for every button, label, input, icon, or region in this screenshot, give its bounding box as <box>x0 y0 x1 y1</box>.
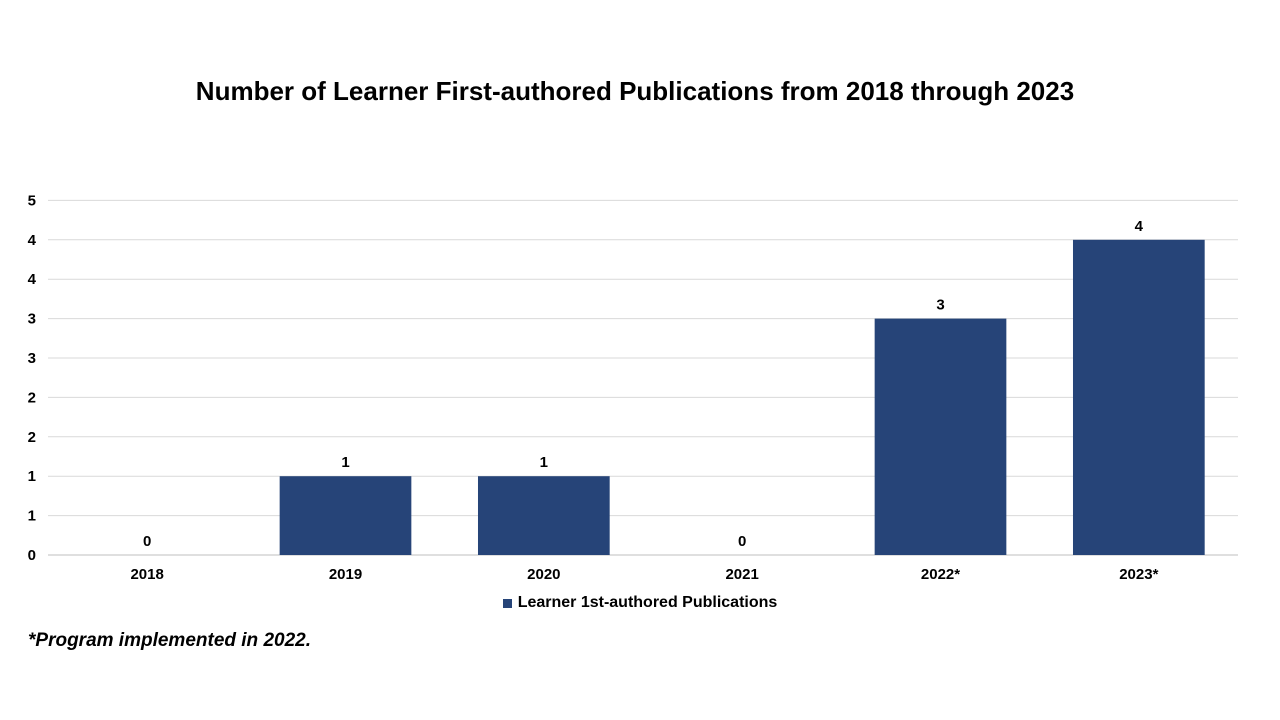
bar <box>874 318 1007 555</box>
legend-swatch <box>502 598 512 608</box>
y-tick-label: 4 <box>28 271 37 288</box>
data-label: 0 <box>738 533 746 550</box>
gridlines <box>48 199 1238 556</box>
y-tick-label: 2 <box>28 389 36 406</box>
footnote: *Program implemented in 2022. <box>28 630 311 651</box>
y-tick-label: 1 <box>28 508 36 525</box>
bar <box>1072 239 1205 556</box>
legend-label: Learner 1st-authored Publications <box>517 594 778 611</box>
x-tick-label: 2019 <box>329 566 362 583</box>
x-axis-ticks: 2018 2019 2020 2021 2022* 2023* <box>130 566 1158 583</box>
data-labels: 0 1 1 0 3 4 <box>143 218 1144 550</box>
y-tick-label: 3 <box>28 350 36 367</box>
x-tick-label: 2022* <box>921 566 960 583</box>
x-tick-label: 2018 <box>130 566 163 583</box>
data-label: 1 <box>540 454 548 471</box>
data-label: 3 <box>936 297 944 314</box>
x-tick-label: 2023* <box>1119 566 1158 583</box>
bars <box>279 239 1205 556</box>
y-tick-label: 0 <box>28 547 36 564</box>
data-label: 0 <box>143 533 151 550</box>
chart-title: Number of Learner First-authored Publica… <box>195 76 1075 106</box>
x-tick-label: 2021 <box>725 566 758 583</box>
y-tick-label: 4 <box>28 232 37 249</box>
y-tick-label: 2 <box>28 429 36 446</box>
y-axis-ticks: 0 1 1 2 2 3 3 4 4 5 <box>28 192 37 564</box>
bar <box>477 476 610 555</box>
x-tick-label: 2020 <box>527 566 560 583</box>
data-label: 1 <box>341 454 349 471</box>
y-tick-label: 3 <box>28 311 36 328</box>
legend: Learner 1st-authored Publications <box>0 594 1280 612</box>
y-tick-label: 5 <box>28 192 36 209</box>
y-tick-label: 1 <box>28 468 36 485</box>
bar <box>279 476 412 555</box>
data-label: 4 <box>1135 218 1144 235</box>
